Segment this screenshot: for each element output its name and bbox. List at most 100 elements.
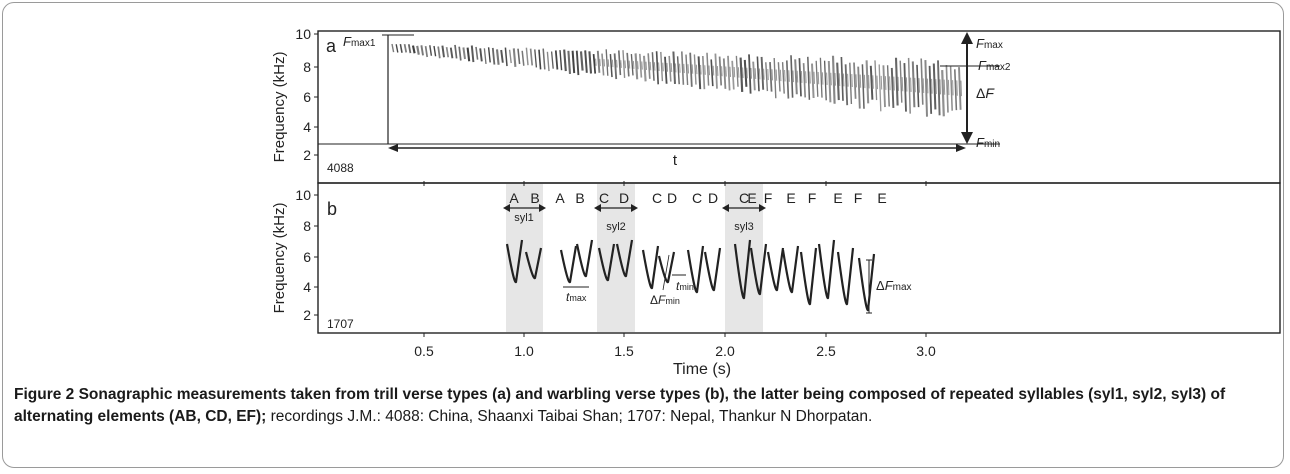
trill-harmonic <box>956 80 958 96</box>
trill-harmonic <box>943 79 946 95</box>
trill-note <box>840 56 844 101</box>
warble-element <box>733 239 752 300</box>
trill-harmonic <box>842 73 845 87</box>
trill-note <box>416 45 420 55</box>
warble-element <box>749 243 768 296</box>
trill-harmonic <box>611 59 614 68</box>
trill-note <box>433 45 437 57</box>
trill-harmonic <box>821 72 824 85</box>
trill-note <box>894 57 899 106</box>
trill-note <box>601 53 605 76</box>
trill-harmonic <box>700 64 702 75</box>
warble-element <box>781 245 800 294</box>
trill-note <box>563 49 567 72</box>
trill-note <box>869 65 874 100</box>
trill-harmonic <box>658 62 660 72</box>
fmax1-label: Fmax1 <box>343 34 376 49</box>
dfmin-leader <box>662 254 670 291</box>
trill-harmonic <box>708 65 710 76</box>
panel-b-y-ticks <box>314 194 318 316</box>
trill-note <box>903 63 907 112</box>
trill-harmonic <box>767 68 769 81</box>
trill-note <box>890 67 895 109</box>
trill-harmonic <box>687 64 689 74</box>
trill-note <box>752 61 756 91</box>
trill-note <box>874 60 878 101</box>
trill-harmonic <box>742 67 744 78</box>
caption-rest: recordings J.M.: 4088: China, Shaanxi Ta… <box>266 408 873 425</box>
trill-note <box>542 48 546 70</box>
panel-a-frame <box>317 30 1281 184</box>
trill-note <box>500 49 504 63</box>
trill-harmonic <box>725 66 727 77</box>
trill-harmonic <box>876 75 878 90</box>
trill-note <box>954 69 958 111</box>
trill-note <box>638 53 643 78</box>
trill-note <box>491 47 496 65</box>
trill-note <box>836 62 840 101</box>
trill-note <box>676 56 680 85</box>
trill-harmonic <box>863 74 866 89</box>
trill-note <box>521 50 525 66</box>
trill-note <box>777 62 781 92</box>
syl3-arrowhead-right <box>759 204 766 212</box>
warble-element <box>857 253 876 312</box>
trill-note <box>495 49 500 65</box>
trill-note <box>411 45 416 54</box>
element-label: C <box>599 190 609 206</box>
trill-note <box>916 64 920 108</box>
trill-harmonic <box>662 62 664 72</box>
syl1-arrowhead-right <box>539 204 546 212</box>
trill-harmonic <box>704 65 706 75</box>
trill-note <box>403 43 408 53</box>
trill-note <box>529 48 534 66</box>
trill-harmonic <box>624 60 626 69</box>
trill-harmonic <box>897 76 899 91</box>
trill-note <box>429 45 433 56</box>
trill-spectrogram <box>391 43 962 117</box>
trill-note <box>865 60 870 104</box>
trill-harmonic <box>729 66 731 77</box>
warble-element <box>799 247 818 306</box>
warble-element <box>505 239 524 284</box>
spectrogram-figure: 10 8 6 4 2 Frequency (kHz) 10 8 6 4 2 Fr… <box>271 26 1281 378</box>
trill-harmonic <box>922 78 925 93</box>
trill-note <box>668 55 672 82</box>
trill-harmonic <box>960 80 962 97</box>
element-label: B <box>575 190 584 206</box>
syl2-arrowhead-left <box>594 204 601 212</box>
trill-harmonic <box>830 72 832 86</box>
trill-harmonic <box>754 68 757 80</box>
warble-element <box>597 243 616 282</box>
trill-note <box>571 50 576 74</box>
syllable-label-syl3: syl3 <box>734 221 754 233</box>
trill-note <box>945 65 949 113</box>
x-tick-label: 1.5 <box>614 343 634 359</box>
trill-harmonic <box>889 76 891 91</box>
trill-note <box>731 60 735 90</box>
trill-note <box>861 64 865 109</box>
element-label: A <box>555 190 565 206</box>
panel-b-ytick: 6 <box>303 249 311 265</box>
trill-harmonic <box>616 59 618 68</box>
trill-note <box>626 52 630 77</box>
trill-harmonic <box>758 68 761 80</box>
trill-harmonic <box>607 59 610 67</box>
element-label: D <box>619 190 629 206</box>
element-label: E <box>786 190 795 206</box>
trill-note <box>790 55 794 98</box>
delta-f-arrowhead-bottom <box>961 132 973 144</box>
trill-harmonic <box>952 80 954 96</box>
trill-note <box>765 62 769 92</box>
warble-element <box>657 251 676 284</box>
trill-note <box>617 50 622 76</box>
trill-note <box>462 47 466 60</box>
trill-note <box>681 51 685 85</box>
trill-harmonic <box>788 70 790 82</box>
dfmin-label: ΔFmin <box>650 293 680 307</box>
trill-harmonic <box>859 74 862 88</box>
trill-harmonic <box>637 61 639 70</box>
trill-harmonic <box>641 61 643 70</box>
syl1-arrowhead-left <box>503 204 510 212</box>
trill-harmonic <box>712 65 715 76</box>
